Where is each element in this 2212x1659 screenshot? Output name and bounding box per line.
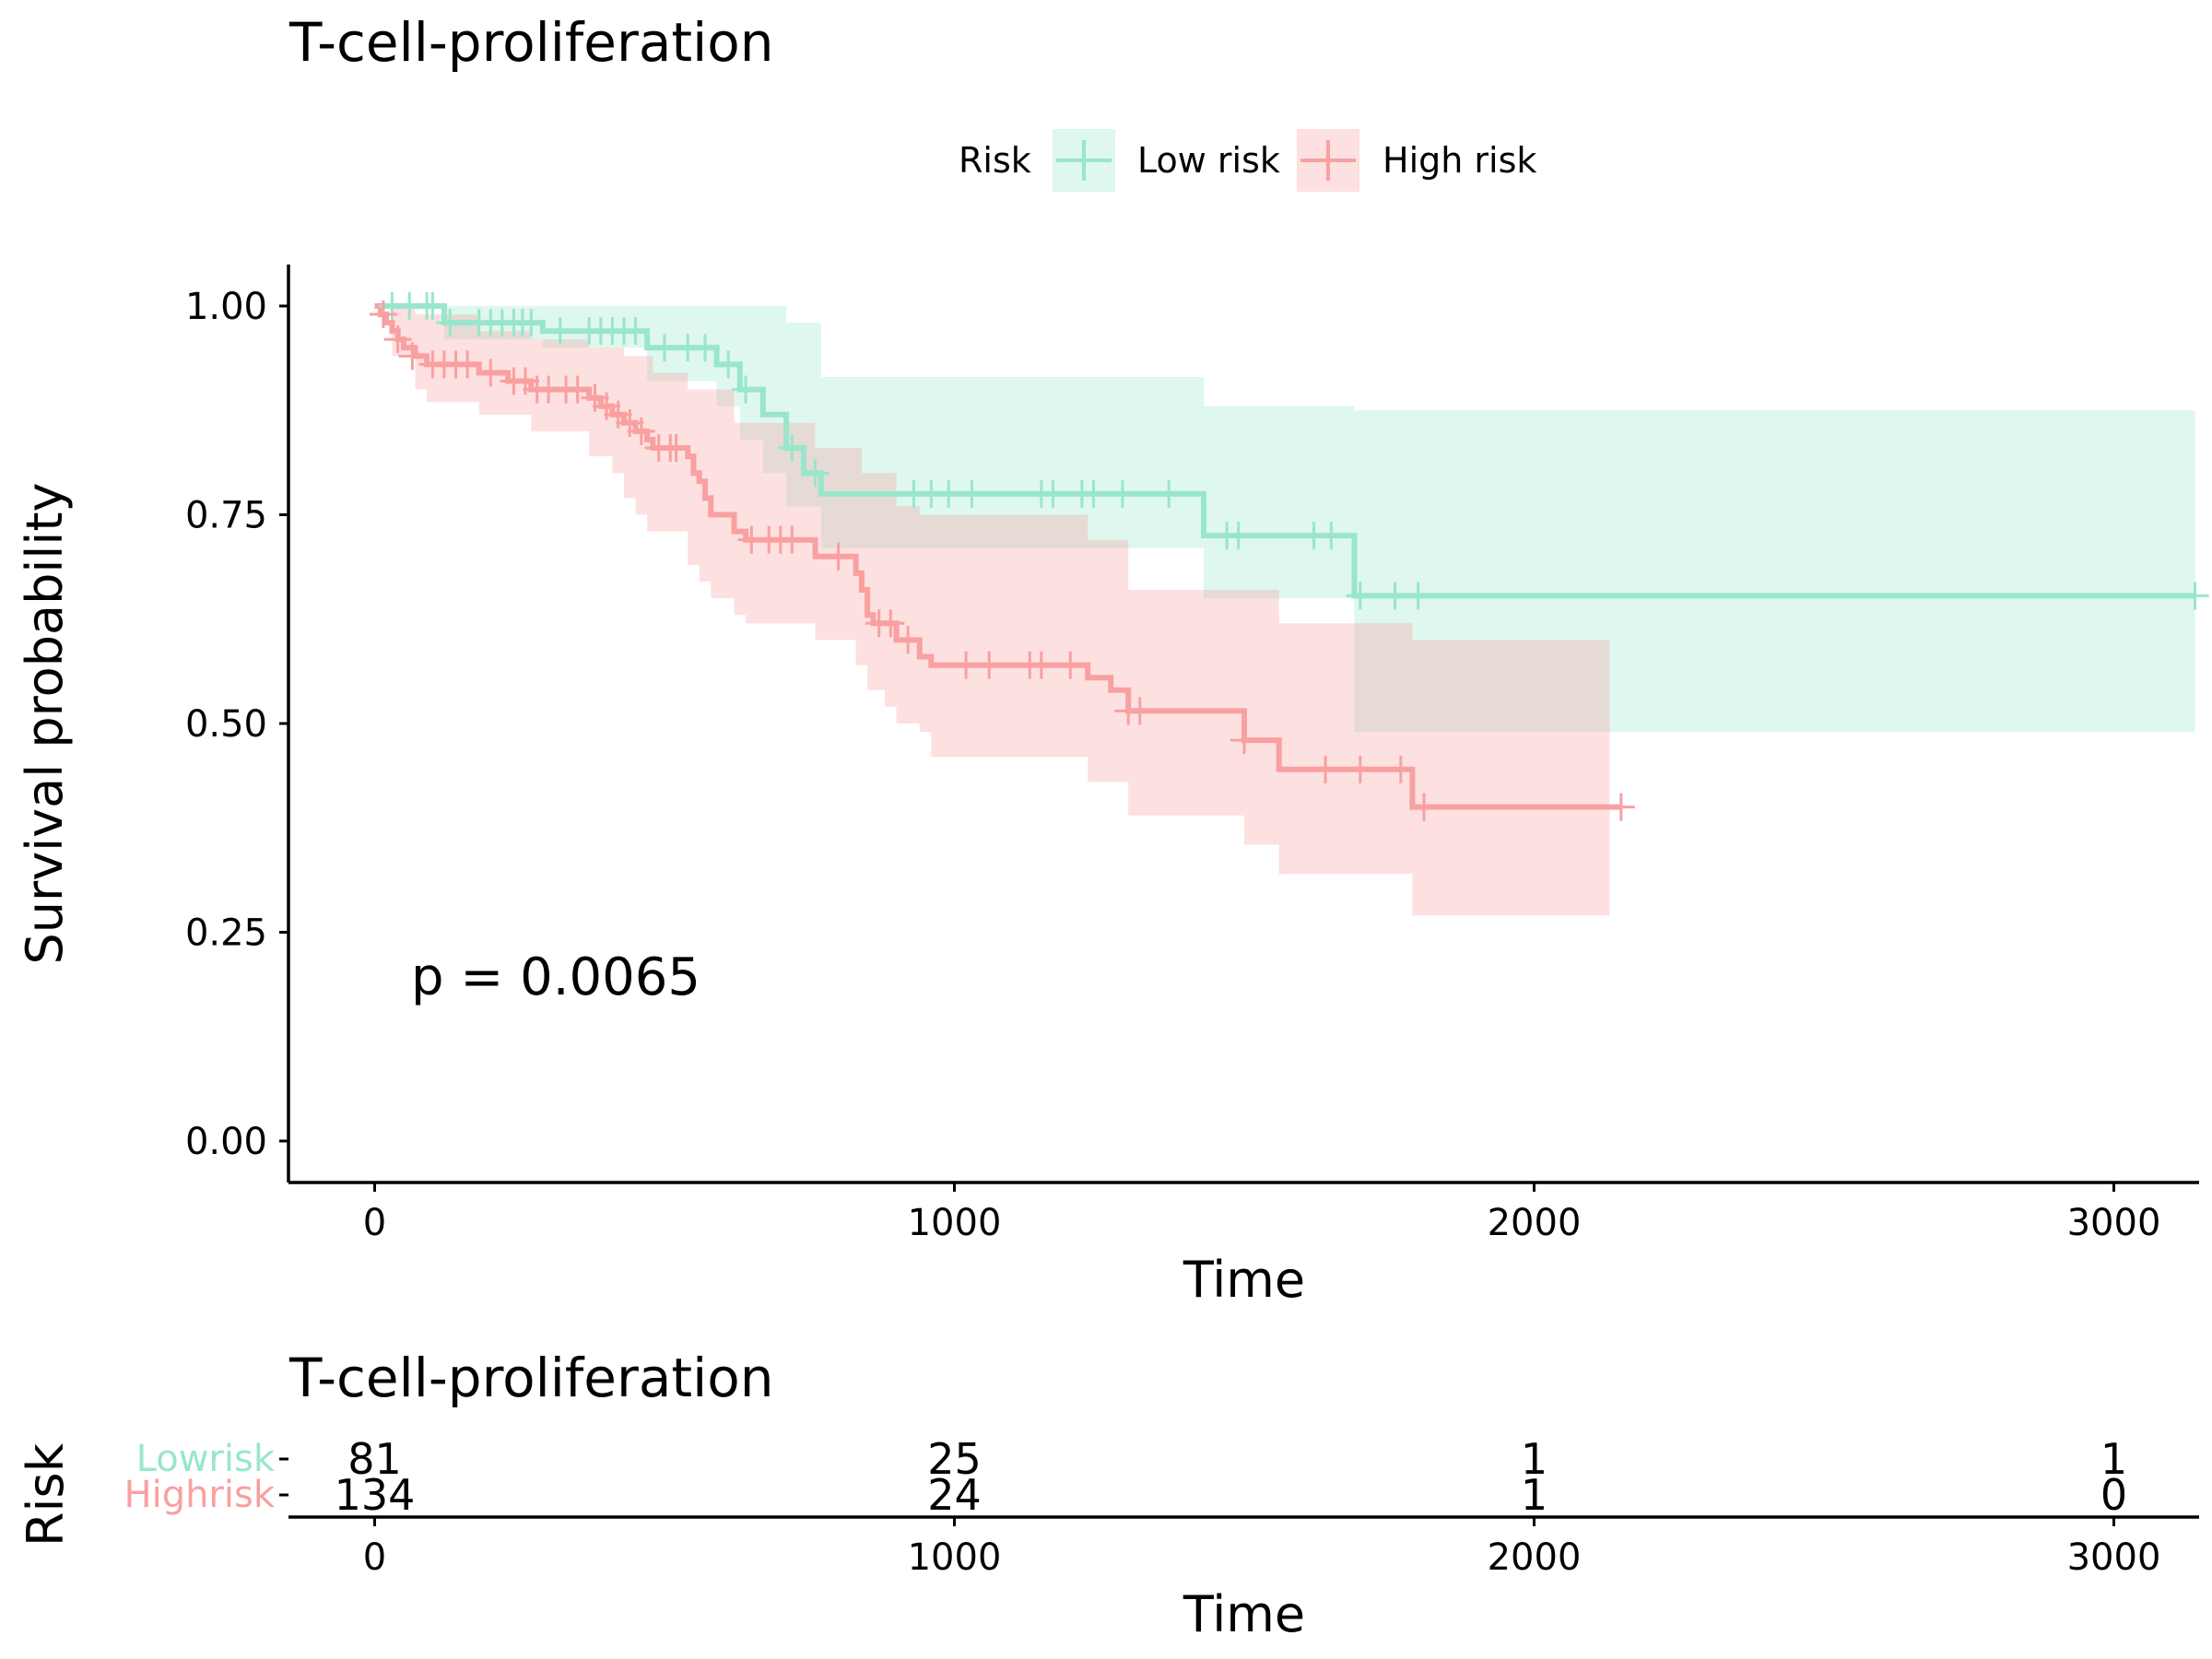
- censor-mark-low-risk: [1317, 522, 1346, 550]
- censor-mark-high-risk: [563, 375, 592, 404]
- legend-key-low-risk: [1053, 129, 1115, 192]
- x-tick-label: 1000: [908, 1202, 1002, 1244]
- censor-mark-high-risk: [1027, 651, 1055, 679]
- censor-mark-low-risk: [691, 334, 720, 362]
- censor-mark-low-risk: [958, 479, 986, 508]
- censor-mark-high-risk: [369, 300, 397, 329]
- censor-mark-low-risk: [1404, 582, 1432, 610]
- risk-x-tick-label: 0: [363, 1536, 386, 1579]
- y-tick-label: 0.75: [185, 495, 267, 537]
- censor-mark-high-risk: [383, 325, 412, 354]
- censor-mark-low-risk: [1079, 479, 1108, 508]
- censor-mark-high-risk: [894, 626, 923, 654]
- y-tick-label: 0.25: [185, 912, 267, 955]
- censor-mark-high-risk: [1606, 793, 1635, 821]
- censor-marks: [369, 292, 2209, 821]
- risk-count-low: 1: [1521, 1434, 1547, 1484]
- risk-table-x-title: Time: [1182, 1585, 1305, 1643]
- censor-mark-low-risk: [1381, 582, 1409, 610]
- censor-mark-low-risk: [1346, 582, 1374, 610]
- censor-mark-low-risk: [651, 334, 678, 362]
- censor-mark-low-risk: [546, 317, 574, 346]
- censor-mark-low-risk: [1039, 479, 1067, 508]
- confidence-bands: [374, 306, 2195, 916]
- x-ticks: 0 1000 2000 3000: [363, 1182, 2161, 1244]
- y-tick-label: 1.00: [185, 286, 267, 328]
- p-value-annotation: p = 0.0065: [411, 947, 700, 1007]
- x-tick-label: 2000: [1488, 1202, 1582, 1244]
- censor-mark-low-risk: [436, 309, 465, 337]
- censor-mark-high-risk: [824, 542, 853, 571]
- y-tick-label: 0.00: [185, 1121, 267, 1163]
- x-axis-title: Time: [1182, 1251, 1305, 1309]
- censor-mark-low-risk: [778, 434, 806, 463]
- risk-x-tick-label: 3000: [2067, 1536, 2161, 1579]
- ci-band-high-risk: [374, 306, 1610, 916]
- censor-mark-high-risk: [453, 350, 482, 379]
- censor-mark-high-risk: [1230, 726, 1258, 755]
- chart-title: T-cell-proliferation: [288, 11, 773, 74]
- censor-mark-high-risk: [1409, 793, 1438, 821]
- censor-mark-low-risk: [732, 375, 760, 404]
- risk-count-high: 1: [1521, 1470, 1547, 1520]
- censor-mark-low-risk: [517, 309, 546, 337]
- legend-title: Risk: [959, 140, 1031, 181]
- censor-mark-high-risk: [627, 417, 655, 445]
- risk-count-high: 134: [335, 1470, 416, 1520]
- survival-curve-low-risk: [374, 303, 2195, 599]
- censor-mark-low-risk: [1108, 479, 1136, 508]
- censor-mark-high-risk: [1346, 755, 1374, 783]
- censor-mark-low-risk: [801, 459, 830, 488]
- x-tick-label: 0: [363, 1202, 386, 1244]
- legend: Risk Low risk High risk: [959, 129, 1536, 192]
- ci-band-low-risk: [374, 306, 2195, 733]
- y-ticks: 0.00 0.25 0.50 0.75 1.00: [185, 286, 288, 1163]
- censor-mark-high-risk: [1312, 755, 1340, 783]
- risk-table: T-cell-proliferation Risk Lowrisk 81 25 1 1H…: [17, 1347, 2199, 1643]
- censor-mark-high-risk: [1125, 697, 1154, 725]
- censor-mark-high-risk: [877, 609, 905, 638]
- risk-count-low: 25: [927, 1434, 982, 1484]
- censor-mark-high-risk: [662, 434, 690, 463]
- risk-count-high: 24: [927, 1470, 982, 1520]
- legend-key-high-risk: [1297, 129, 1359, 192]
- legend-label-high-risk: High risk: [1382, 140, 1536, 181]
- censor-mark-high-risk: [952, 651, 981, 679]
- censor-mark-high-risk: [778, 525, 806, 554]
- risk-row-label-high: Highrisk: [124, 1474, 276, 1516]
- risk-row-label-low: Lowrisk: [136, 1438, 276, 1480]
- censor-mark-low-risk: [418, 292, 447, 320]
- censor-mark-high-risk: [975, 651, 1004, 679]
- y-tick-label: 0.50: [185, 703, 267, 746]
- risk-x-tick-label: 1000: [908, 1536, 1002, 1579]
- risk-count-low: 1: [2100, 1434, 2127, 1484]
- risk-count-high: 0: [2100, 1470, 2127, 1520]
- censor-mark-low-risk: [1224, 522, 1253, 550]
- censor-mark-low-risk: [714, 350, 743, 379]
- legend-label-low-risk: Low risk: [1137, 140, 1280, 181]
- legend-line-low: [1056, 140, 1112, 181]
- censor-mark-high-risk: [1056, 651, 1085, 679]
- risk-count-low: 81: [347, 1434, 402, 1484]
- censor-mark-low-risk: [2181, 582, 2209, 610]
- risk-table-title: T-cell-proliferation: [288, 1347, 773, 1409]
- risk-table-x-ticks: 0 1000 2000 3000: [363, 1517, 2161, 1579]
- censor-mark-low-risk: [621, 317, 650, 346]
- y-axis-title: Survival probability: [16, 483, 74, 965]
- risk-x-tick-label: 2000: [1488, 1536, 1582, 1579]
- x-tick-label: 3000: [2067, 1202, 2161, 1244]
- censor-mark-high-risk: [477, 359, 505, 387]
- censor-mark-low-risk: [935, 479, 963, 508]
- censor-mark-high-risk: [1386, 755, 1415, 783]
- censor-mark-high-risk: [398, 342, 427, 371]
- censor-mark-low-risk: [1155, 479, 1183, 508]
- legend-line-high: [1300, 140, 1356, 181]
- risk-table-y-title: Risk: [17, 1442, 75, 1547]
